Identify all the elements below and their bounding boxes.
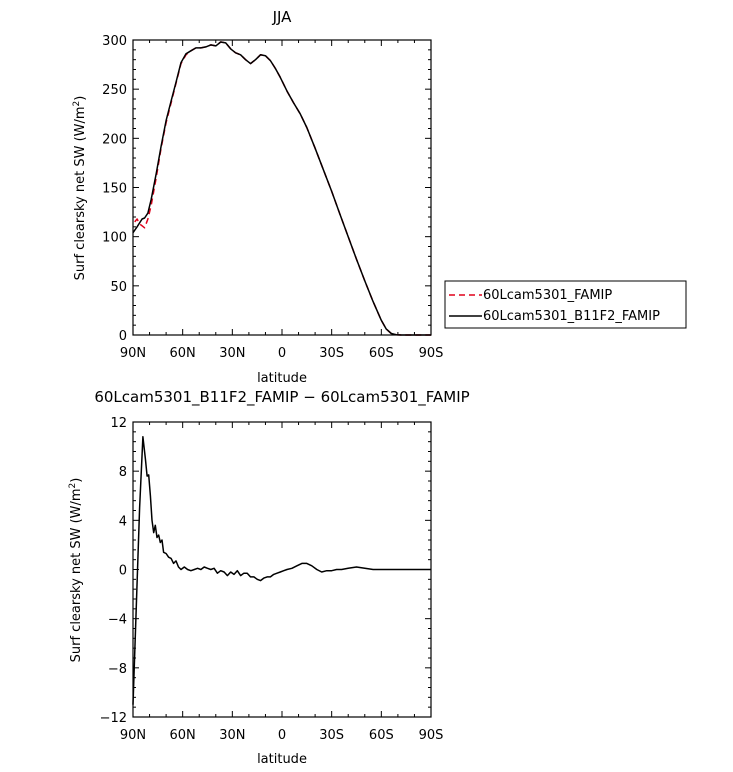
top-x-tick-label: 0 <box>278 346 286 361</box>
top-x-tick-label: 90S <box>419 346 444 361</box>
top-axes: 90N 60N 30N 0 30S 60S 90S 0 50 100 150 200 250 300 <box>102 34 443 361</box>
bottom-title: 60Lcam5301_B11F2_FAMIP − 60Lcam5301_FAMI… <box>94 388 469 407</box>
bottom-series-group <box>132 436 431 705</box>
top-series-group <box>132 41 431 336</box>
bottom-y-tick-label: −8 <box>108 662 127 677</box>
top-title: JJA <box>272 8 293 26</box>
bottom-y-axis-label-text: Surf clearsky net SW (W/m <box>69 488 84 662</box>
legend: 60Lcam5301_FAMIP 60Lcam5301_B11F2_FAMIP <box>444 280 687 329</box>
bottom-y-tick-label: 8 <box>119 465 127 480</box>
top-x-tick-label: 30S <box>319 346 344 361</box>
top-y-tick-label: 100 <box>102 231 127 246</box>
top-y-tick-label: 50 <box>110 280 127 295</box>
bottom-panel: 60Lcam5301_B11F2_FAMIP − 60Lcam5301_FAMI… <box>68 388 470 767</box>
top-y-tick-label: 250 <box>102 83 127 98</box>
legend-label-famip: 60Lcam5301_FAMIP <box>483 288 612 303</box>
bottom-y-axis-label-sup: 2 <box>68 483 78 489</box>
bottom-plot-frame <box>132 421 432 718</box>
top-x-axis-label: latitude <box>257 371 307 386</box>
top-y-axis-label-text: Surf clearsky net SW (W/m <box>73 106 88 280</box>
bottom-x-tick-label: 0 <box>278 728 286 743</box>
bottom-series-line-0 <box>132 436 431 705</box>
top-x-tick-label: 60S <box>369 346 394 361</box>
top-series-line-1 <box>132 41 431 336</box>
bottom-x-tick-label: 30S <box>319 728 344 743</box>
legend-label-b11f2-famip: 60Lcam5301_B11F2_FAMIP <box>483 309 660 324</box>
top-x-tick-label: 30N <box>219 346 245 361</box>
bottom-y-tick-label: −4 <box>108 613 127 628</box>
legend-box <box>444 280 687 329</box>
bottom-y-tick-label: 4 <box>119 514 127 529</box>
bottom-x-tick-label: 60N <box>170 728 196 743</box>
bottom-x-axis-label: latitude <box>257 752 307 767</box>
top-panel: JJA 90N 60N 30N 0 30S 60S 90S 0 50 100 150 200 250 30… <box>72 8 687 386</box>
top-y-axis-label-end: ) <box>73 96 88 101</box>
top-y-tick-label: 200 <box>102 132 127 147</box>
bottom-y-axis-label-end: ) <box>69 478 84 483</box>
bottom-x-tick-label: 30N <box>219 728 245 743</box>
top-y-axis-label: Surf clearsky net SW (W/m2) <box>72 96 88 281</box>
bottom-x-tick-label: 90S <box>419 728 444 743</box>
bottom-y-tick-label: 0 <box>119 564 127 579</box>
bottom-y-tick-label: 12 <box>110 416 127 431</box>
top-y-tick-label: 300 <box>102 34 127 49</box>
top-plot-frame <box>132 39 432 336</box>
top-x-tick-label: 60N <box>170 346 196 361</box>
bottom-y-tick-label: −12 <box>100 711 127 726</box>
bottom-x-tick-label: 90N <box>120 728 146 743</box>
bottom-x-tick-label: 60S <box>369 728 394 743</box>
top-series-line-0 <box>134 41 431 336</box>
top-y-axis-label-sup: 2 <box>72 101 82 107</box>
top-y-tick-label: 0 <box>119 329 127 344</box>
bottom-axes: 90N 60N 30N 0 30S 60S 90S 12 8 4 0 −4 −8 −12 <box>100 416 444 743</box>
top-y-tick-label: 150 <box>102 182 127 197</box>
bottom-y-axis-label: Surf clearsky net SW (W/m2) <box>68 478 84 663</box>
top-x-tick-label: 90N <box>120 346 146 361</box>
